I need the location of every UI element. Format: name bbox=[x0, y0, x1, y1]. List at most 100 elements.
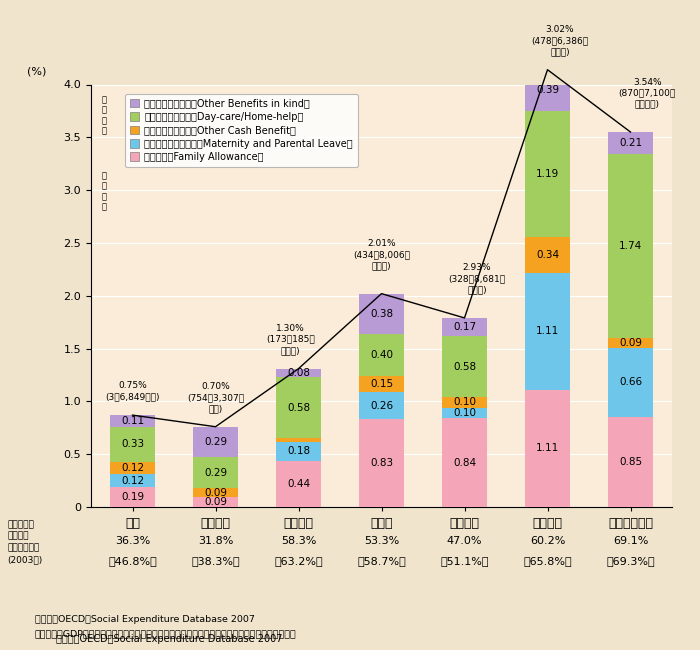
Bar bbox=[193, 497, 238, 507]
Text: 0.17: 0.17 bbox=[453, 322, 476, 332]
Text: 0.09: 0.09 bbox=[619, 338, 642, 348]
Text: 0.19: 0.19 bbox=[121, 492, 144, 502]
Bar bbox=[608, 348, 653, 417]
Text: 現
物
給
付: 現 物 給 付 bbox=[102, 95, 107, 135]
Bar bbox=[442, 397, 487, 408]
Text: （日本のGDPについては内閣府経済社会総合研究所「国民経済計算（長期時系列）」による。）: （日本のGDPについては内閣府経済社会総合研究所「国民経済計算（長期時系列）」に… bbox=[35, 629, 297, 638]
Text: 0.12: 0.12 bbox=[121, 463, 144, 473]
Bar bbox=[193, 488, 238, 497]
Text: 0.75%
(3兆6,849億円): 0.75% (3兆6,849億円) bbox=[105, 382, 160, 401]
Text: 0.84: 0.84 bbox=[453, 458, 476, 467]
Bar bbox=[110, 415, 155, 426]
Text: 日本: 日本 bbox=[125, 517, 140, 530]
Text: 0.66: 0.66 bbox=[619, 378, 642, 387]
Text: 0.21: 0.21 bbox=[619, 138, 642, 148]
Text: 0.58: 0.58 bbox=[287, 403, 310, 413]
Bar bbox=[608, 154, 653, 338]
Text: 1.19: 1.19 bbox=[536, 169, 559, 179]
Text: 1.11: 1.11 bbox=[536, 443, 559, 454]
Text: 58.3%: 58.3% bbox=[281, 536, 316, 546]
Text: （58.7%）: （58.7%） bbox=[357, 556, 406, 566]
Bar bbox=[110, 487, 155, 507]
Bar bbox=[608, 338, 653, 348]
Text: 36.3%: 36.3% bbox=[115, 536, 150, 546]
Text: 0.70%
(754億3,307万
ドル): 0.70% (754億3,307万 ドル) bbox=[187, 382, 244, 413]
Text: 31.8%: 31.8% bbox=[198, 536, 233, 546]
Text: イタリア: イタリア bbox=[284, 517, 314, 530]
Text: (%): (%) bbox=[27, 66, 46, 76]
Bar bbox=[193, 426, 238, 458]
Text: 0.26: 0.26 bbox=[370, 400, 393, 411]
Text: （63.2%）: （63.2%） bbox=[274, 556, 323, 566]
Bar bbox=[110, 427, 155, 462]
Text: 0.09: 0.09 bbox=[204, 497, 227, 507]
Text: （38.3%）: （38.3%） bbox=[191, 556, 240, 566]
Text: （69.3%）: （69.3%） bbox=[606, 556, 655, 566]
Bar bbox=[358, 376, 405, 392]
Text: 0.12: 0.12 bbox=[121, 476, 144, 486]
Bar bbox=[442, 336, 487, 397]
Text: （65.8%）: （65.8%） bbox=[523, 556, 572, 566]
Bar bbox=[608, 417, 653, 507]
Text: （51.1%）: （51.1%） bbox=[440, 556, 489, 566]
Text: 2.93%
(328億8,681万
ポンド): 2.93% (328億8,681万 ポンド) bbox=[449, 263, 505, 294]
Text: （資料）OECD：Social Expenditure Database 2007: （資料）OECD：Social Expenditure Database 200… bbox=[35, 615, 255, 624]
Text: 国民負担率
「潜在的
国民負担率」
(2003年): 国民負担率 「潜在的 国民負担率」 (2003年) bbox=[7, 520, 42, 564]
Text: 0.58: 0.58 bbox=[453, 361, 476, 372]
Text: 0.33: 0.33 bbox=[121, 439, 144, 449]
Text: 0.44: 0.44 bbox=[287, 479, 310, 489]
Bar bbox=[276, 441, 321, 460]
Legend: その他の現物給付（Other Benefits in kind）, 保育・就学前教育（Day-care/Home-help）, その他の現金給付（Other C: その他の現物給付（Other Benefits in kind）, 保育・就学前… bbox=[125, 94, 358, 167]
Bar bbox=[525, 111, 570, 237]
Text: 69.1%: 69.1% bbox=[612, 536, 648, 546]
Bar bbox=[276, 377, 321, 438]
Bar bbox=[525, 390, 570, 507]
Bar bbox=[608, 132, 653, 154]
Text: （46.8%）: （46.8%） bbox=[108, 556, 157, 566]
Text: 0.29: 0.29 bbox=[204, 467, 227, 478]
Text: 1.74: 1.74 bbox=[619, 241, 642, 251]
Text: 0.83: 0.83 bbox=[370, 458, 393, 468]
Text: 0.10: 0.10 bbox=[453, 408, 476, 418]
Text: 0.40: 0.40 bbox=[370, 350, 393, 360]
Bar bbox=[442, 318, 487, 336]
Text: 1.11: 1.11 bbox=[536, 326, 559, 336]
Text: 60.2%: 60.2% bbox=[530, 536, 565, 546]
Bar bbox=[525, 272, 570, 390]
Bar bbox=[358, 392, 405, 419]
Text: （資料）OECD：Social Expenditure Database 2007: （資料）OECD：Social Expenditure Database 200… bbox=[56, 634, 283, 644]
Text: ドイツ: ドイツ bbox=[370, 517, 393, 530]
Text: 47.0%: 47.0% bbox=[447, 536, 482, 546]
Bar bbox=[442, 419, 487, 507]
Text: 0.34: 0.34 bbox=[536, 250, 559, 259]
Text: スウェーデン: スウェーデン bbox=[608, 517, 653, 530]
Bar bbox=[276, 438, 321, 441]
Bar bbox=[110, 462, 155, 474]
Bar bbox=[110, 474, 155, 487]
Text: 1.30%
(173億185万
ユーロ): 1.30% (173億185万 ユーロ) bbox=[266, 324, 314, 355]
Text: 3.54%
(870億7,100万
クローネ): 3.54% (870億7,100万 クローネ) bbox=[619, 77, 675, 109]
Bar bbox=[525, 237, 570, 272]
Text: イギリス: イギリス bbox=[449, 517, 480, 530]
Bar bbox=[525, 70, 570, 111]
Bar bbox=[358, 419, 405, 507]
Text: 0.85: 0.85 bbox=[619, 457, 642, 467]
Text: 0.11: 0.11 bbox=[121, 416, 144, 426]
Bar bbox=[442, 408, 487, 419]
Bar bbox=[193, 458, 238, 488]
Text: 0.15: 0.15 bbox=[370, 379, 393, 389]
Bar bbox=[276, 460, 321, 507]
Text: 0.18: 0.18 bbox=[287, 446, 310, 456]
Text: 0.09: 0.09 bbox=[204, 488, 227, 498]
Text: 53.3%: 53.3% bbox=[364, 536, 399, 546]
Text: フランス: フランス bbox=[533, 517, 563, 530]
Text: 0.08: 0.08 bbox=[287, 368, 310, 378]
Bar bbox=[358, 294, 405, 334]
Text: 0.39: 0.39 bbox=[536, 85, 559, 96]
Text: 現
金
給
付: 現 金 給 付 bbox=[102, 171, 107, 211]
Text: アメリカ: アメリカ bbox=[200, 517, 230, 530]
Text: 0.10: 0.10 bbox=[453, 397, 476, 408]
Bar bbox=[276, 369, 321, 377]
Text: 0.29: 0.29 bbox=[204, 437, 227, 447]
Text: 0.38: 0.38 bbox=[370, 309, 393, 318]
